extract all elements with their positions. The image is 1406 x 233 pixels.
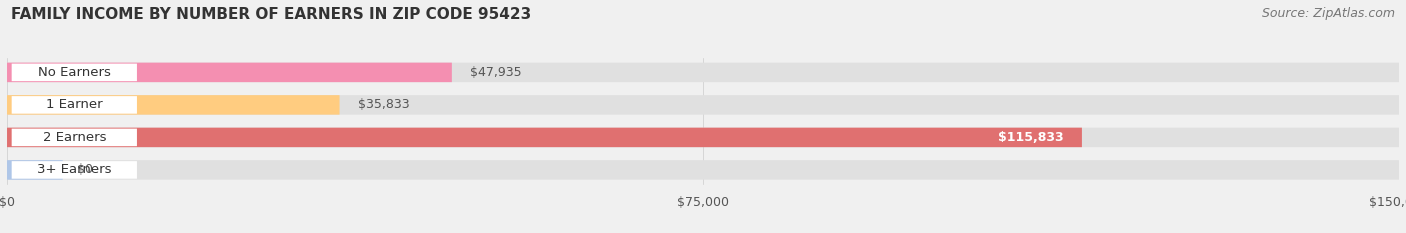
Text: No Earners: No Earners — [38, 66, 111, 79]
FancyBboxPatch shape — [7, 63, 1399, 82]
Text: $0: $0 — [77, 163, 93, 176]
Text: 1 Earner: 1 Earner — [46, 98, 103, 111]
Text: $35,833: $35,833 — [359, 98, 409, 111]
FancyBboxPatch shape — [7, 95, 339, 115]
FancyBboxPatch shape — [11, 129, 136, 146]
Text: FAMILY INCOME BY NUMBER OF EARNERS IN ZIP CODE 95423: FAMILY INCOME BY NUMBER OF EARNERS IN ZI… — [11, 7, 531, 22]
FancyBboxPatch shape — [7, 128, 1399, 147]
Text: 2 Earners: 2 Earners — [42, 131, 105, 144]
Text: $115,833: $115,833 — [998, 131, 1063, 144]
FancyBboxPatch shape — [11, 96, 136, 114]
Text: 3+ Earners: 3+ Earners — [37, 163, 111, 176]
FancyBboxPatch shape — [7, 160, 63, 180]
Text: $47,935: $47,935 — [471, 66, 522, 79]
Text: Source: ZipAtlas.com: Source: ZipAtlas.com — [1261, 7, 1395, 20]
FancyBboxPatch shape — [11, 64, 136, 81]
FancyBboxPatch shape — [11, 161, 136, 179]
FancyBboxPatch shape — [7, 160, 1399, 180]
FancyBboxPatch shape — [7, 128, 1081, 147]
FancyBboxPatch shape — [7, 95, 1399, 115]
FancyBboxPatch shape — [7, 63, 451, 82]
